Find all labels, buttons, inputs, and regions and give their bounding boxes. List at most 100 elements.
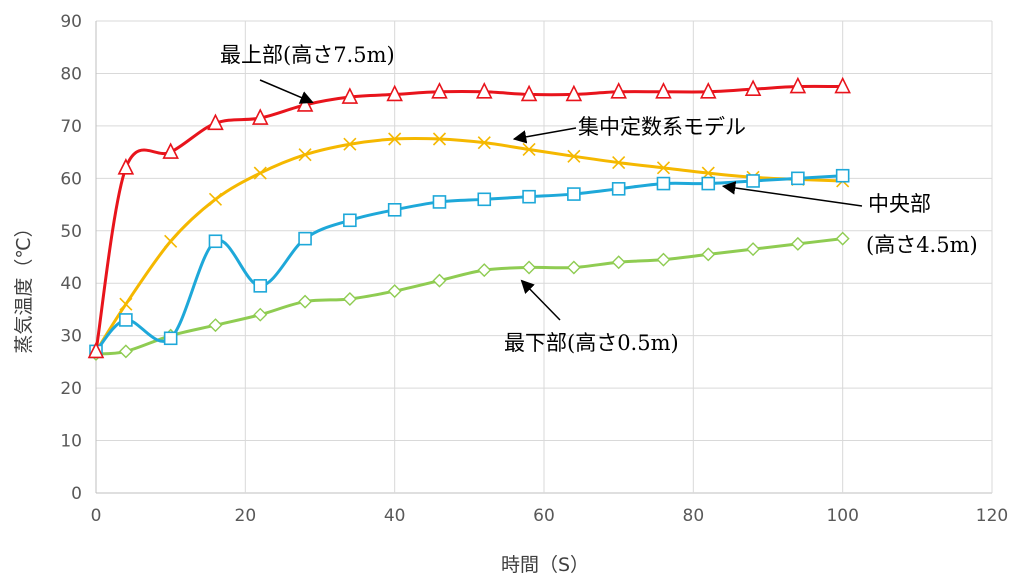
- series-3-marker: [298, 294, 313, 309]
- series-3: [89, 231, 850, 362]
- series-3-marker: [701, 247, 716, 262]
- series-1-marker: [388, 132, 402, 146]
- series-0-marker: [610, 82, 627, 99]
- series-2-marker: [656, 176, 671, 191]
- series-0: [87, 76, 851, 359]
- y-tick-label: 0: [71, 484, 82, 504]
- series-2-marker: [701, 176, 716, 191]
- series-0-marker: [565, 84, 583, 102]
- x-tick-label: 60: [533, 506, 555, 526]
- series-3-marker: [566, 260, 581, 275]
- series-0-marker: [744, 79, 762, 96]
- series-0-marker: [162, 142, 179, 159]
- series-3-marker: [253, 307, 268, 322]
- series-2-marker: [477, 192, 492, 207]
- series-2-marker: [343, 213, 357, 228]
- series-0-marker: [655, 82, 672, 99]
- series-3-marker: [387, 284, 402, 299]
- series-2-marker: [611, 182, 626, 196]
- y-axis-title: 蒸気温度（℃）: [13, 218, 35, 353]
- series-1-marker: [164, 234, 178, 248]
- series-3-marker: [208, 318, 223, 333]
- series-0-marker: [431, 82, 448, 99]
- series-1: [89, 132, 850, 358]
- annotation-top-label: 最上部(高さ7.5m): [220, 43, 395, 67]
- gridlines: [95, 20, 993, 494]
- series-1-marker: [119, 297, 133, 311]
- series-3-marker: [477, 263, 492, 278]
- y-tick-label: 30: [60, 327, 82, 347]
- series-3-marker: [835, 231, 850, 246]
- series-0-marker: [251, 108, 269, 125]
- series-1-marker: [522, 142, 536, 157]
- series-3-line: [94, 237, 845, 356]
- series-0-marker: [341, 87, 359, 104]
- series-0-marker: [520, 84, 538, 102]
- series-2-marker: [746, 174, 760, 188]
- series-3-marker: [746, 242, 761, 257]
- annotation-middle-label: 中央部: [868, 192, 931, 216]
- series-3-marker: [118, 344, 133, 359]
- series-2-line: [94, 174, 845, 353]
- y-tick-label: 90: [60, 12, 82, 32]
- series-2-marker: [835, 168, 850, 183]
- y-tick-label: 40: [60, 274, 82, 294]
- series-3-marker: [790, 236, 805, 251]
- series-2-marker: [432, 195, 447, 209]
- x-tick-label: 80: [683, 506, 705, 526]
- series-0-marker: [699, 82, 717, 99]
- series-3-marker: [611, 255, 626, 270]
- series-2-marker: [567, 187, 581, 201]
- x-tick-label: 120: [976, 506, 1008, 526]
- series-0-marker: [207, 113, 224, 131]
- series-1-marker: [567, 149, 581, 163]
- series-2-marker: [298, 231, 312, 246]
- y-tick-label: 70: [60, 117, 82, 137]
- annotation-lumped-model-label: 集中定数系モデル: [578, 115, 746, 139]
- series-2-marker: [522, 189, 536, 204]
- series-0-marker: [834, 76, 851, 94]
- series-2-marker: [791, 171, 805, 186]
- series-0-marker: [117, 158, 135, 175]
- series-1-marker: [432, 132, 447, 146]
- series-3-marker: [432, 273, 447, 288]
- y-tick-label: 10: [60, 432, 82, 452]
- y-tick-label: 80: [60, 64, 82, 84]
- annotation-middle-height-label: (高さ4.5m): [866, 233, 978, 257]
- series-1-marker: [477, 136, 491, 150]
- x-tick-label: 100: [826, 506, 858, 526]
- series-0-marker: [475, 82, 493, 99]
- x-tick-label: 20: [235, 506, 257, 526]
- series-1-marker: [343, 137, 357, 151]
- series-0-marker: [386, 84, 403, 102]
- series-3-marker: [656, 252, 671, 267]
- series-2: [89, 168, 850, 359]
- x-tick-label: 40: [384, 506, 406, 526]
- annotation-1-arrow: [512, 127, 577, 144]
- series-2-marker: [253, 279, 268, 293]
- series-2-marker: [163, 331, 178, 346]
- annotation-4-arrow: [520, 279, 561, 321]
- series-lines: [87, 76, 851, 362]
- series-3-marker: [522, 260, 537, 275]
- axes: 0 10 20 30 40 50 60 70 80 90 0 20 40 60 80 100 120: [60, 12, 1008, 526]
- series-1-line: [94, 136, 845, 353]
- y-tick-label: 50: [60, 222, 82, 242]
- series-1-marker: [253, 166, 267, 180]
- series-1-marker: [298, 148, 312, 162]
- y-tick-label: 20: [60, 379, 82, 399]
- y-tick-label: 60: [60, 169, 82, 189]
- series-2-marker: [387, 203, 402, 217]
- series-0-marker: [789, 76, 807, 94]
- series-1-marker: [656, 161, 671, 175]
- annotations: [259, 79, 863, 321]
- annotation-0-arrow: [259, 79, 314, 104]
- annotation-2-arrow: [721, 181, 863, 207]
- series-1-marker: [208, 192, 223, 206]
- series-1-marker: [612, 156, 626, 170]
- x-tick-label: 0: [91, 506, 102, 526]
- series-2-marker: [208, 234, 223, 249]
- x-axis-title: 時間（S）: [501, 554, 589, 576]
- series-2-marker: [119, 313, 133, 327]
